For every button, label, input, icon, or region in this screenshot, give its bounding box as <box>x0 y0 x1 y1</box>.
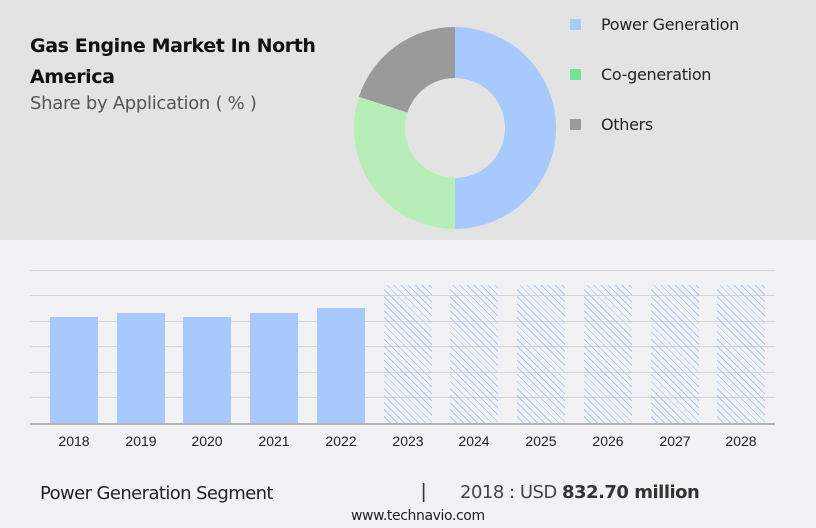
segment-label: Power Generation Segment <box>40 483 273 504</box>
bar-chart: 2018 2019 2020 2021 2022 2023 2024 2025 … <box>0 240 816 460</box>
separator: | <box>421 481 427 503</box>
legend-label: Others <box>601 114 653 134</box>
x-tick-label: 2018 <box>58 433 90 449</box>
donut-chart <box>353 27 556 229</box>
chart-title: Gas Engine Market In North America <box>30 35 316 88</box>
x-tick-label: 2024 <box>458 433 490 449</box>
segment-value-prefix: 2018 : USD <box>460 482 562 503</box>
legend-label: Co-generation <box>601 64 712 84</box>
segment-value-amount: 832.70 million <box>562 482 700 503</box>
bar-2025-forecast <box>517 285 565 423</box>
legend-item-co-generation: Co-generation <box>570 62 711 86</box>
footer: Power Generation Segment | 2018 : USD 83… <box>0 470 816 528</box>
donut-slice-others <box>358 27 455 113</box>
website-link[interactable]: www.technavio.com <box>351 508 485 524</box>
x-tick-label: 2019 <box>125 433 157 449</box>
x-axis <box>30 423 775 425</box>
legend-label: Power Generation <box>601 14 739 34</box>
x-tick-label: 2025 <box>525 433 557 449</box>
bar-2019 <box>117 313 165 423</box>
x-tick-label: 2020 <box>191 433 223 449</box>
x-tick-label: 2028 <box>725 433 757 449</box>
x-tick-label: 2021 <box>258 433 290 449</box>
chart-subtitle: Share by Application ( % ) <box>30 93 257 114</box>
legend-swatch-icon <box>570 18 581 30</box>
x-tick-label: 2027 <box>659 433 691 449</box>
bar-2027-forecast <box>651 285 699 423</box>
x-tick-label: 2023 <box>392 433 424 449</box>
bar-2023-forecast <box>384 285 432 423</box>
bar-2024-forecast <box>450 285 498 423</box>
legend-item-others: Others <box>570 112 653 136</box>
bar-2018 <box>50 317 98 423</box>
legend-swatch-icon <box>570 68 581 80</box>
bar-2028-forecast <box>717 285 765 423</box>
segment-value: 2018 : USD 832.70 million <box>460 482 700 503</box>
bar-2026-forecast <box>584 285 632 423</box>
x-tick-label: 2022 <box>325 433 357 449</box>
summary-panel: Gas Engine Market In North America Share… <box>0 0 816 240</box>
bar-2022 <box>317 308 365 423</box>
bar-2021 <box>250 313 298 423</box>
gridline <box>30 270 775 271</box>
x-tick-label: 2026 <box>592 433 624 449</box>
donut-slice-co-generation <box>353 96 455 229</box>
legend-item-power-generation: Power Generation <box>570 12 739 36</box>
donut-slice-power-generation <box>455 27 556 229</box>
legend-swatch-icon <box>570 118 581 130</box>
bar-2020 <box>183 317 231 423</box>
